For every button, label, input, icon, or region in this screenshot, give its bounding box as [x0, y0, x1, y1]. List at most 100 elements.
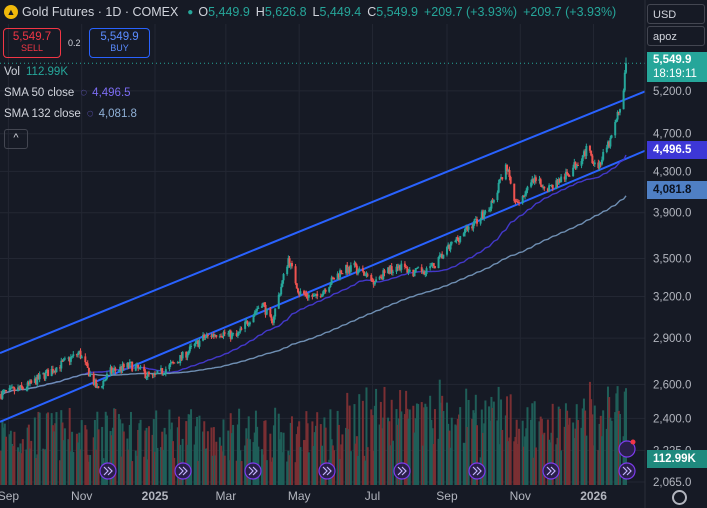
collapse-legend-button[interactable]: ^ — [4, 129, 28, 149]
candle-body — [37, 375, 40, 380]
candle-body — [618, 109, 621, 113]
sma50-price-tag: 4,496.5 — [647, 141, 707, 159]
volume-bar — [531, 403, 534, 485]
volume-bar — [19, 443, 22, 485]
currency-select[interactable]: USD — [647, 4, 705, 24]
candle-body — [432, 263, 435, 267]
volume-bar — [274, 407, 277, 485]
volume-bar — [389, 445, 392, 485]
candle-body — [144, 371, 147, 379]
candle-body — [178, 362, 181, 364]
volume-bar — [539, 416, 542, 485]
volume-bar — [198, 415, 201, 485]
volume-bar — [92, 437, 95, 485]
event-marker[interactable] — [393, 462, 411, 480]
volume-bar — [450, 417, 453, 485]
event-marker[interactable] — [174, 462, 192, 480]
candle-body — [246, 321, 249, 325]
volume-bar — [44, 449, 47, 485]
candle-body — [47, 369, 50, 377]
volume-bar — [329, 409, 332, 485]
candle-body — [1, 391, 4, 399]
earnings-marker[interactable] — [618, 439, 636, 458]
volume-bar — [114, 409, 117, 485]
symbol-title[interactable]: Gold Futures · 1D · COMEX — [22, 5, 179, 19]
volume-bar — [616, 386, 619, 485]
volume-bar — [271, 457, 274, 485]
volume-bar — [538, 421, 541, 485]
candle-body — [131, 361, 134, 371]
candle-body — [534, 177, 537, 181]
candle-body — [161, 368, 164, 375]
candle-body — [230, 333, 233, 339]
volume-bar — [421, 445, 424, 485]
settings-gear-icon[interactable] — [672, 490, 687, 505]
event-marker[interactable] — [99, 462, 117, 480]
volume-bar — [431, 428, 434, 485]
volume-bar — [302, 440, 305, 485]
volume-bar — [606, 386, 609, 485]
volume-bar — [492, 401, 495, 485]
candle-body — [278, 294, 281, 296]
volume-bar — [215, 441, 218, 485]
volume-bar — [382, 417, 385, 485]
open-label: O — [198, 5, 209, 19]
candle-body — [445, 247, 448, 255]
volume-bar — [417, 404, 420, 485]
volume-legend[interactable]: Vol 112.99K — [4, 66, 68, 78]
volume-bar — [383, 386, 386, 485]
volume-bar — [197, 460, 200, 485]
candle-body — [87, 367, 90, 377]
volume-bar — [580, 427, 583, 485]
volume-bar — [129, 411, 132, 485]
volume-bar — [349, 451, 352, 485]
event-marker[interactable] — [618, 462, 636, 480]
volume-bar — [567, 424, 570, 485]
volume-bar — [280, 432, 283, 485]
candle-body — [248, 322, 251, 325]
volume-bar — [312, 446, 315, 485]
volume-bar — [53, 431, 56, 485]
event-marker[interactable] — [542, 462, 560, 480]
candle-body — [121, 364, 124, 372]
candle-body — [253, 312, 256, 316]
volume-bar — [161, 431, 164, 485]
event-marker[interactable] — [244, 462, 262, 480]
candle-body — [474, 219, 477, 221]
candle-body — [605, 147, 608, 152]
sma50-legend[interactable]: SMA 50 close ◌ 4,496.5 — [4, 87, 131, 99]
candle-body — [44, 371, 47, 379]
volume-bar — [222, 419, 225, 485]
candle-body — [85, 362, 88, 364]
candle-body — [457, 239, 460, 242]
volume-bar — [127, 449, 130, 485]
scale-mode-select[interactable]: apoz — [647, 26, 705, 46]
event-marker[interactable] — [318, 462, 336, 480]
candle-body — [163, 373, 166, 375]
candle-body — [312, 295, 315, 297]
candle-body — [188, 346, 191, 352]
event-marker[interactable] — [468, 462, 486, 480]
y-tick-label: 2,065.0 — [653, 477, 691, 489]
volume-bar — [254, 410, 257, 485]
volume-bar — [27, 424, 30, 485]
volume-bar — [134, 450, 137, 485]
sma132-legend[interactable]: SMA 132 close ◌ 4,081.8 — [4, 108, 137, 120]
buy-button[interactable]: 5,549.9 BUY — [89, 28, 150, 58]
volume-bar — [348, 405, 351, 485]
volume-bar — [1, 421, 4, 485]
candle-body — [407, 271, 410, 273]
candle-body — [272, 316, 275, 323]
sell-button[interactable]: 5,549.7 SELL — [3, 28, 61, 58]
sma132-loading-icon: ◌ — [86, 108, 94, 120]
volume-bar — [164, 434, 167, 485]
candle-body — [492, 200, 495, 203]
candle-body — [465, 226, 468, 229]
candle-body — [203, 334, 206, 339]
high-label: H — [255, 5, 265, 19]
volume-bar — [294, 462, 297, 485]
candle-body — [185, 351, 188, 358]
chevron-up-icon: ^ — [13, 132, 19, 144]
volume-bar — [542, 434, 545, 485]
